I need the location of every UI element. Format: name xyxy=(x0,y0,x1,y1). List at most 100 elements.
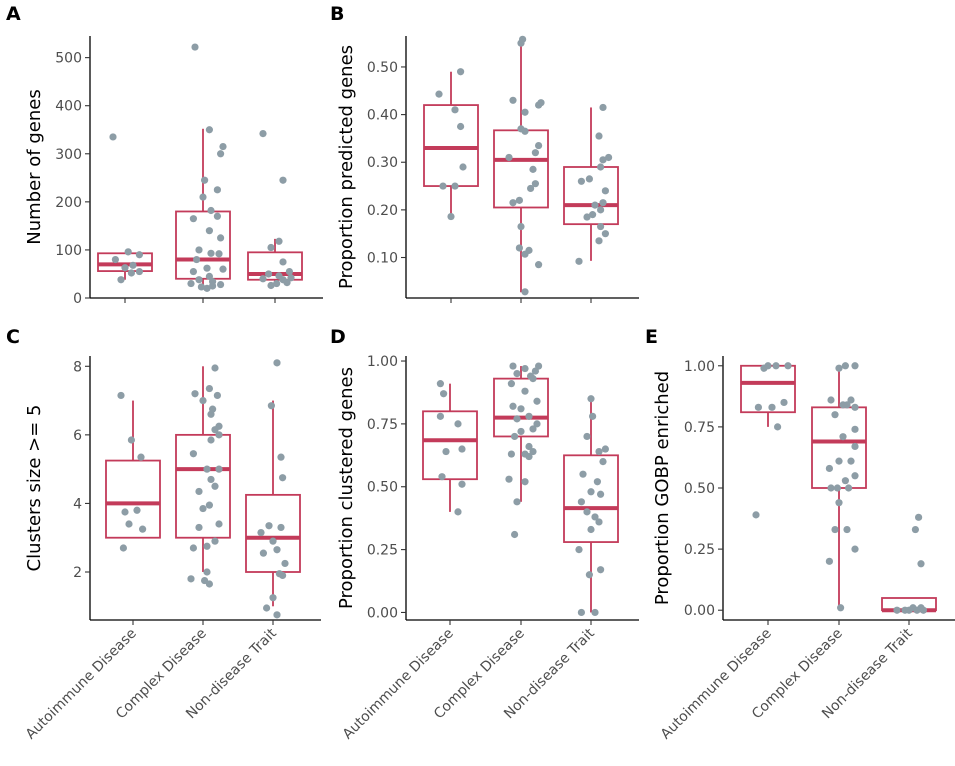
data-point xyxy=(525,442,533,451)
data-point xyxy=(109,133,117,141)
data-point xyxy=(205,272,213,280)
data-point xyxy=(281,559,289,568)
data-point xyxy=(851,403,859,411)
data-point xyxy=(117,391,125,400)
data-point xyxy=(597,490,605,498)
data-point xyxy=(577,608,586,617)
data-point xyxy=(841,477,850,485)
y-tick-label: 0.75 xyxy=(367,417,398,433)
data-point xyxy=(207,436,215,444)
data-point xyxy=(531,149,540,157)
data-point xyxy=(509,199,517,207)
data-point xyxy=(207,249,215,257)
y-tick-label: 0 xyxy=(73,291,82,307)
y-tick-label: 0.50 xyxy=(367,480,398,496)
data-point xyxy=(597,566,605,574)
data-point xyxy=(285,267,293,276)
data-point xyxy=(213,186,221,194)
data-point xyxy=(440,390,448,398)
data-point xyxy=(119,544,127,552)
data-point xyxy=(513,498,521,506)
data-point xyxy=(851,545,859,553)
data-point xyxy=(207,475,215,484)
data-point xyxy=(515,244,524,252)
y-tick-label: 0.25 xyxy=(367,543,398,559)
x-tick-label: Autoimmune Disease xyxy=(23,626,140,743)
data-point xyxy=(189,215,197,223)
box-3 xyxy=(563,398,619,613)
y-axis-title: Clusters size >= 5 xyxy=(24,405,45,572)
data-point xyxy=(195,487,203,496)
data-point xyxy=(137,453,145,461)
points-group-2 xyxy=(187,43,227,292)
panel-letter: D xyxy=(330,326,346,348)
data-point xyxy=(851,472,859,480)
data-point xyxy=(589,211,597,219)
data-point xyxy=(537,99,545,107)
y-tick-label: 0.50 xyxy=(684,481,715,497)
data-point xyxy=(219,265,227,273)
data-point xyxy=(507,450,515,458)
data-point xyxy=(533,420,541,428)
data-point xyxy=(435,90,443,98)
data-point xyxy=(521,450,529,458)
data-point xyxy=(275,570,283,578)
data-point xyxy=(127,269,135,277)
data-point xyxy=(277,453,285,461)
data-point xyxy=(187,279,195,288)
data-point xyxy=(457,68,465,76)
data-point xyxy=(835,499,843,507)
data-point xyxy=(213,212,221,220)
data-point xyxy=(589,412,597,420)
data-point xyxy=(442,447,450,456)
data-point xyxy=(525,246,533,254)
data-point xyxy=(197,283,205,291)
data-point xyxy=(831,525,839,534)
data-point xyxy=(191,43,199,51)
data-point xyxy=(591,513,599,521)
box-2 xyxy=(493,366,549,502)
data-point xyxy=(189,450,197,458)
data-point xyxy=(833,484,842,492)
x-tick-label: Autoimmune Disease xyxy=(658,626,775,743)
data-point xyxy=(121,264,129,272)
panel-letter: A xyxy=(6,3,21,25)
data-point xyxy=(585,571,594,579)
data-point xyxy=(505,153,513,162)
data-point xyxy=(139,525,147,533)
y-tick-label: 0.30 xyxy=(367,155,398,171)
data-point xyxy=(587,395,595,403)
iqr-box xyxy=(245,493,301,573)
data-point xyxy=(439,182,447,190)
panel-letter: B xyxy=(330,3,344,25)
data-point xyxy=(847,396,855,404)
iqr-box xyxy=(740,364,796,414)
data-point xyxy=(127,436,135,444)
data-point xyxy=(217,234,225,242)
y-tick-label: 0.25 xyxy=(684,542,715,558)
data-point xyxy=(601,445,610,453)
points-group-3 xyxy=(575,103,613,265)
data-point xyxy=(521,108,529,116)
data-point xyxy=(531,180,540,188)
data-point xyxy=(587,525,595,534)
iqr-box xyxy=(247,251,303,281)
data-point xyxy=(205,501,213,509)
data-point xyxy=(124,248,132,256)
data-point xyxy=(267,243,275,252)
data-point xyxy=(125,520,133,528)
panel-b: B 0.10 0.20 0.30 0.40 0.50 Proportion predicte… xyxy=(330,3,639,303)
data-point xyxy=(273,279,281,288)
data-point xyxy=(835,364,843,372)
data-point xyxy=(211,482,219,490)
data-point xyxy=(845,484,853,492)
data-point xyxy=(205,384,213,393)
data-point xyxy=(459,163,467,171)
data-point xyxy=(841,362,850,370)
panel-c: C 2 4 6 8 Clusters size >= 5 Autoimmune Diseas… xyxy=(6,326,321,743)
iqr-box xyxy=(175,433,231,539)
data-point xyxy=(521,478,529,486)
data-point xyxy=(265,270,273,278)
data-point xyxy=(535,261,543,269)
points-group-2 xyxy=(505,362,543,539)
